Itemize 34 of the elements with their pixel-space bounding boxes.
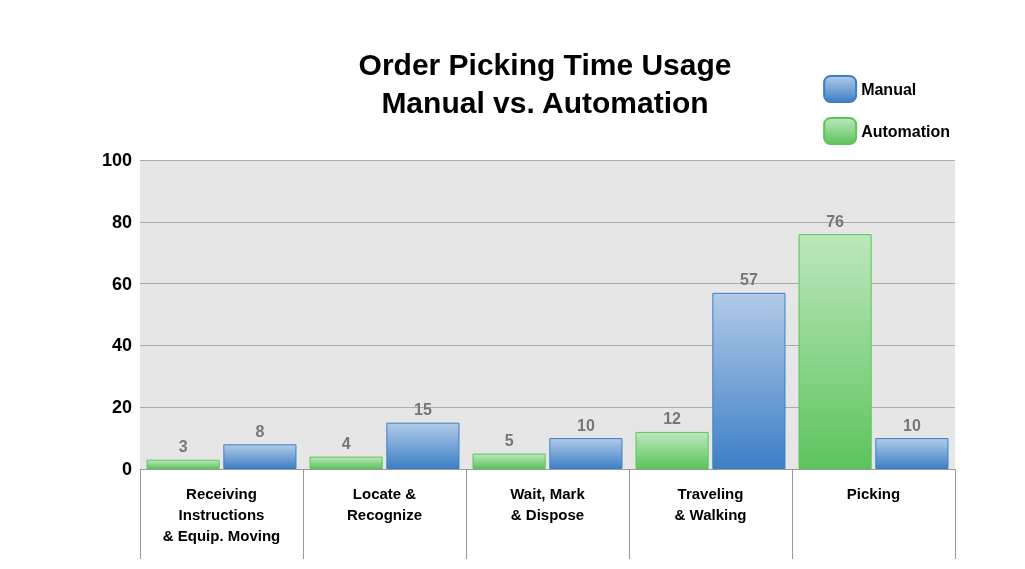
x-tick-label: Wait, Mark & Dispose bbox=[510, 485, 586, 523]
legend-label: Automation bbox=[861, 122, 950, 140]
x-tick-label: Locate & Recognize bbox=[346, 485, 423, 523]
data-label: 8 bbox=[255, 422, 265, 440]
data-label: 5 bbox=[504, 432, 514, 450]
y-tick-label: 60 bbox=[111, 273, 132, 294]
bar bbox=[798, 234, 872, 469]
y-tick-label: 100 bbox=[101, 150, 132, 170]
x-tick-label: Traveling & Walking bbox=[674, 485, 747, 523]
chart-title: Order Picking Time Usage Manual vs. Automation bbox=[358, 47, 732, 119]
x-tick-label: Picking bbox=[846, 485, 901, 502]
data-label: 57 bbox=[740, 271, 758, 289]
data-label: 15 bbox=[414, 401, 432, 419]
bar bbox=[875, 438, 949, 469]
legend-label: Manual bbox=[861, 80, 917, 98]
bar bbox=[712, 292, 786, 469]
y-tick-label: 0 bbox=[121, 459, 132, 479]
data-label: 76 bbox=[826, 212, 845, 230]
bar bbox=[386, 422, 460, 469]
data-label: 3 bbox=[178, 438, 188, 456]
y-tick-label: 40 bbox=[111, 335, 132, 356]
bar bbox=[635, 431, 709, 469]
data-label: 12 bbox=[663, 410, 682, 428]
y-tick-label: 20 bbox=[111, 397, 132, 418]
data-label: 4 bbox=[341, 435, 351, 453]
bar bbox=[472, 453, 546, 469]
bar bbox=[223, 444, 297, 469]
x-tick-label: Receiving Instructions & Equip. Moving bbox=[162, 485, 281, 544]
bar bbox=[146, 459, 220, 469]
bar bbox=[309, 456, 383, 469]
bar bbox=[549, 438, 623, 469]
data-label: 10 bbox=[903, 416, 921, 434]
data-label: 10 bbox=[577, 416, 595, 434]
y-tick-label: 80 bbox=[111, 211, 132, 232]
